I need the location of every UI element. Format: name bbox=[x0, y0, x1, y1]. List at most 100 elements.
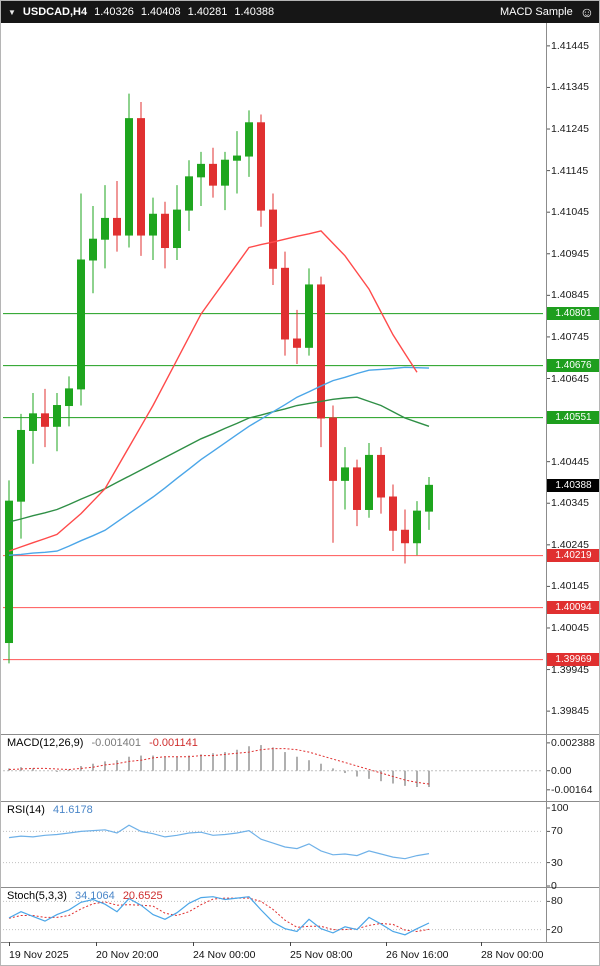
macd-axis-label: -0.00164 bbox=[551, 783, 593, 796]
panel-divider-stoch[interactable] bbox=[1, 887, 599, 888]
chart-header-bar: ▼ USDCAD,H4 1.40326 1.40408 1.40281 1.40… bbox=[1, 1, 599, 23]
candle-bullish bbox=[5, 500, 13, 644]
candle-bearish bbox=[401, 529, 409, 544]
time-axis-label: 20 Nov 20:00 bbox=[96, 949, 159, 961]
candle-bullish bbox=[101, 217, 109, 240]
rsi-axis-label: 30 bbox=[551, 856, 563, 869]
time-axis-border bbox=[1, 942, 599, 943]
time-axis-tick bbox=[192, 942, 194, 946]
ma-blue-line bbox=[8, 366, 430, 556]
candle-bullish bbox=[221, 159, 229, 186]
price-axis-label: 1.40145 bbox=[551, 580, 589, 593]
candle-bearish bbox=[353, 467, 361, 510]
candle-bullish bbox=[185, 176, 193, 211]
level-price-box[interactable]: 1.40676 bbox=[547, 359, 599, 373]
level-price-box[interactable]: 1.40551 bbox=[547, 411, 599, 425]
candle-bullish bbox=[245, 122, 253, 157]
stoch-d-value: 20.6525 bbox=[122, 890, 163, 902]
time-axis-tick bbox=[290, 942, 292, 946]
macd-axis-label: 0.002388 bbox=[551, 736, 595, 749]
time-axis-label: 24 Nov 00:00 bbox=[192, 949, 256, 961]
candle-bullish bbox=[413, 510, 421, 544]
price-axis-label: 1.40245 bbox=[551, 538, 589, 551]
time-axis-label: 26 Nov 16:00 bbox=[386, 949, 449, 961]
time-axis-label: 19 Nov 2025 bbox=[9, 949, 69, 961]
stoch-main-line bbox=[8, 896, 430, 936]
candle-bullish bbox=[89, 238, 97, 261]
ohlc-low: 1.40281 bbox=[187, 6, 228, 18]
candle-bearish bbox=[137, 118, 145, 236]
expert-advisor-smiley-icon[interactable]: ☺ bbox=[579, 4, 594, 20]
time-axis-tick bbox=[386, 942, 388, 946]
candle-bullish bbox=[341, 467, 349, 481]
time-axis-tick bbox=[9, 942, 10, 946]
stoch-signal-line bbox=[8, 897, 430, 933]
candle-bullish bbox=[149, 213, 157, 236]
candle-bullish bbox=[17, 429, 25, 502]
macd-label: MACD(12,26,9) bbox=[7, 737, 84, 749]
time-axis-tick bbox=[480, 942, 482, 946]
price-axis-label: 1.41345 bbox=[551, 81, 589, 94]
macd-signal-value: -0.001141 bbox=[149, 737, 198, 749]
candle-bullish bbox=[365, 454, 373, 510]
stoch-axis-label: 80 bbox=[551, 895, 563, 908]
price-axis-label: 1.40945 bbox=[551, 247, 589, 260]
candle-bearish bbox=[389, 496, 397, 531]
price-axis-label: 1.40445 bbox=[551, 455, 589, 468]
ohlc-high: 1.40408 bbox=[140, 6, 181, 18]
candle-bullish bbox=[29, 413, 37, 431]
stoch-label: Stoch(5,3,3) bbox=[7, 890, 67, 902]
candle-bearish bbox=[209, 163, 217, 186]
price-axis-label: 1.41445 bbox=[551, 39, 589, 52]
candle-bullish bbox=[125, 118, 133, 236]
rsi-label: RSI(14) bbox=[7, 804, 45, 816]
level-price-box[interactable]: 1.40801 bbox=[547, 307, 599, 321]
rsi-line bbox=[8, 824, 430, 860]
stoch-panel-canvas[interactable] bbox=[1, 887, 600, 942]
price-axis-label: 1.40745 bbox=[551, 330, 589, 343]
level-price-box[interactable]: 1.39969 bbox=[547, 653, 599, 667]
time-axis[interactable]: 19 Nov 2025 20 Nov 20:00 24 Nov 00:00 25 No… bbox=[1, 942, 599, 965]
price-axis-label: 1.39945 bbox=[551, 663, 589, 676]
candle-bearish bbox=[377, 454, 385, 498]
panel-divider-rsi[interactable] bbox=[1, 801, 599, 802]
time-axis-label: 25 Nov 08:00 bbox=[290, 949, 353, 961]
price-axis-label: 1.40045 bbox=[551, 621, 589, 634]
rsi-axis-label: 100 bbox=[551, 802, 569, 814]
ma-green-line bbox=[8, 396, 430, 523]
price-axis-label: 1.41245 bbox=[551, 123, 589, 136]
candle-bullish bbox=[197, 163, 205, 178]
stoch-panel-header: Stoch(5,3,3) 34.1064 20.6525 bbox=[7, 890, 168, 902]
level-price-box[interactable]: 1.40219 bbox=[547, 549, 599, 563]
candle-bearish bbox=[161, 213, 169, 249]
level-price-box[interactable]: 1.40094 bbox=[547, 601, 599, 615]
candle-bullish bbox=[173, 209, 181, 249]
price-axis[interactable]: 1.41445 1.41345 1.41245 1.41145 1.41045 1.409… bbox=[546, 23, 599, 942]
ohlc-open: 1.40326 bbox=[94, 6, 134, 18]
candle-bullish bbox=[77, 259, 85, 390]
candle-bearish bbox=[281, 267, 289, 340]
rsi-axis-label: 70 bbox=[551, 825, 563, 838]
price-axis-label: 1.40645 bbox=[551, 372, 589, 385]
main-chart-canvas[interactable] bbox=[1, 23, 600, 734]
stoch-k-value: 34.1064 bbox=[74, 890, 115, 902]
candle-bullish bbox=[425, 484, 433, 512]
candle-bearish bbox=[317, 284, 325, 419]
rsi-panel-canvas[interactable] bbox=[1, 801, 600, 887]
expert-advisor-name: MACD Sample bbox=[499, 6, 573, 18]
panel-divider-macd[interactable] bbox=[1, 734, 599, 735]
candle-bullish bbox=[53, 405, 61, 427]
ohlc-close: 1.40388 bbox=[234, 6, 275, 18]
macd-axis-label: 0.00 bbox=[551, 764, 572, 777]
candle-bullish bbox=[305, 284, 313, 348]
rsi-panel-header: RSI(14) 41.6178 bbox=[7, 804, 98, 816]
macd-signal-line bbox=[8, 748, 430, 785]
macd-panel-canvas[interactable] bbox=[1, 734, 600, 801]
chart-dropdown-icon[interactable]: ▼ bbox=[8, 7, 16, 17]
candle-bearish bbox=[257, 122, 265, 211]
time-axis-label: 28 Nov 00:00 bbox=[480, 949, 544, 961]
ma-red-line bbox=[8, 230, 418, 552]
price-axis-label: 1.41045 bbox=[551, 206, 589, 219]
price-axis-border bbox=[546, 23, 547, 942]
